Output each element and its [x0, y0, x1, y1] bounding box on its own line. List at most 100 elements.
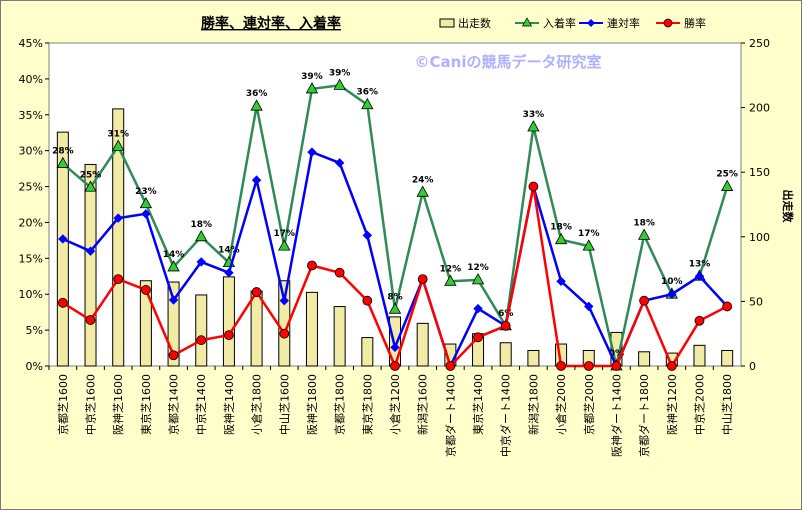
data-label: 6% — [498, 309, 513, 319]
data-label: 24% — [412, 175, 434, 185]
point-連対率 — [334, 158, 345, 168]
point-連対率 — [168, 295, 179, 305]
point-勝率 — [611, 361, 622, 371]
point-勝率 — [722, 301, 733, 312]
x-tick-label: 中京芝1400 — [194, 374, 208, 435]
legend-label: 連対率 — [607, 16, 640, 30]
point-勝率 — [279, 328, 290, 339]
data-label: 39% — [329, 68, 351, 78]
data-label: 8% — [387, 292, 402, 302]
legend-marker — [663, 18, 673, 28]
point-入着率 — [84, 180, 97, 192]
point-連対率 — [113, 213, 123, 223]
point-入着率 — [195, 229, 208, 242]
y-right-tick-label: 150 — [749, 166, 770, 179]
point-入着率 — [388, 302, 402, 314]
x-tick-label: 東京芝1600 — [139, 374, 153, 435]
point-入着率 — [637, 228, 651, 240]
point-勝率 — [390, 361, 400, 371]
bar — [333, 306, 346, 367]
point-入着率 — [554, 232, 568, 245]
x-tick-label: 中京芝2000 — [692, 374, 706, 435]
x-tick-label: 小倉芝1200 — [388, 374, 402, 435]
point-連対率 — [251, 175, 262, 185]
point-勝率 — [694, 315, 705, 326]
point-勝率 — [168, 350, 179, 361]
x-tick-label: 阪神芝1800 — [305, 374, 319, 435]
data-label: 39% — [301, 72, 323, 82]
bar — [250, 290, 263, 367]
point-勝率 — [85, 315, 96, 325]
x-tick-label: 京都ダート1400 — [443, 374, 457, 457]
y-left-tick-label: 5% — [26, 324, 43, 337]
point-勝率 — [473, 332, 483, 343]
y-left-tick-label: 10% — [19, 288, 43, 301]
point-勝率 — [583, 361, 594, 371]
point-入着率 — [278, 239, 291, 251]
data-label: 17% — [578, 229, 600, 239]
data-label: 10% — [661, 277, 683, 287]
point-連対率 — [390, 342, 400, 353]
x-tick-label: 阪神芝1400 — [222, 374, 236, 435]
y-right-tick-label: 100 — [749, 231, 770, 244]
data-label: 23% — [135, 187, 157, 197]
point-入着率 — [444, 274, 457, 286]
point-入着率 — [720, 179, 734, 191]
bar — [195, 294, 208, 367]
data-label: 31% — [107, 129, 129, 139]
bar — [416, 322, 429, 367]
point-連対率 — [196, 257, 206, 267]
point-連対率 — [584, 301, 594, 312]
point-勝率 — [666, 361, 677, 371]
point-入着率 — [527, 120, 540, 132]
legend-swatch — [439, 18, 455, 28]
bar-series-出走数 — [56, 108, 734, 367]
point-勝率 — [57, 297, 68, 308]
bar — [139, 280, 152, 367]
point-入着率 — [167, 260, 180, 272]
y-right-tick-label: 0 — [749, 360, 756, 373]
x-tick-label: 阪神芝1600 — [111, 374, 125, 435]
data-label: 36% — [246, 89, 268, 99]
point-連対率 — [694, 271, 705, 281]
point-勝率 — [140, 285, 151, 295]
point-連対率 — [307, 147, 317, 157]
x-tick-label: 京都芝1400 — [167, 374, 181, 435]
legend-label: 入着率 — [543, 16, 576, 30]
bar — [167, 281, 180, 367]
point-連対率 — [58, 234, 68, 244]
point-入着率 — [582, 239, 595, 251]
y-left-tick-label: 40% — [19, 73, 43, 86]
chart-title: 勝率、連対率、入着率 — [201, 15, 341, 32]
x-tick-label: 新潟芝1600 — [416, 374, 430, 435]
data-label: 33% — [523, 110, 545, 120]
data-label: 17% — [274, 229, 296, 239]
legend-label: 出走数 — [458, 16, 491, 30]
y-left-tick-label: 0% — [26, 360, 43, 373]
line-series: 28% 25% 31% 23% 14% 18% 14% 36% 17% 39% 39% 36% 8% 24… — [52, 68, 738, 371]
data-label: 25% — [716, 170, 738, 180]
point-勝率 — [334, 267, 345, 278]
legend-marker — [521, 17, 533, 27]
legend-label: 勝率 — [684, 16, 706, 30]
y-right-axis-label: 出走数 — [781, 190, 795, 224]
data-label: 18% — [633, 218, 655, 228]
bar — [222, 276, 235, 367]
legend: 出走数 入着率 連対率 勝率 — [439, 16, 706, 30]
point-勝率 — [528, 181, 539, 192]
axes: 0% 5% 10% 15% 20% 25% 30% 35% 40% 45% 0 50 100 150 200… — [19, 37, 795, 457]
x-tick-label: 小倉芝1800 — [250, 374, 264, 435]
data-label: 18% — [550, 223, 572, 233]
watermark-text: ©Caniの競馬データ研究室 — [415, 53, 602, 71]
x-tick-label: 京都芝2000 — [582, 374, 596, 435]
point-勝率 — [362, 295, 373, 306]
data-label: 18% — [190, 220, 212, 230]
bar — [693, 344, 706, 367]
point-勝率 — [113, 274, 124, 285]
y-right-tick-label: 50 — [749, 295, 763, 308]
y-left-tick-label: 30% — [19, 145, 43, 158]
point-勝率 — [556, 361, 566, 371]
point-入着率 — [333, 78, 346, 90]
bar — [305, 291, 318, 367]
point-勝率 — [251, 287, 262, 297]
